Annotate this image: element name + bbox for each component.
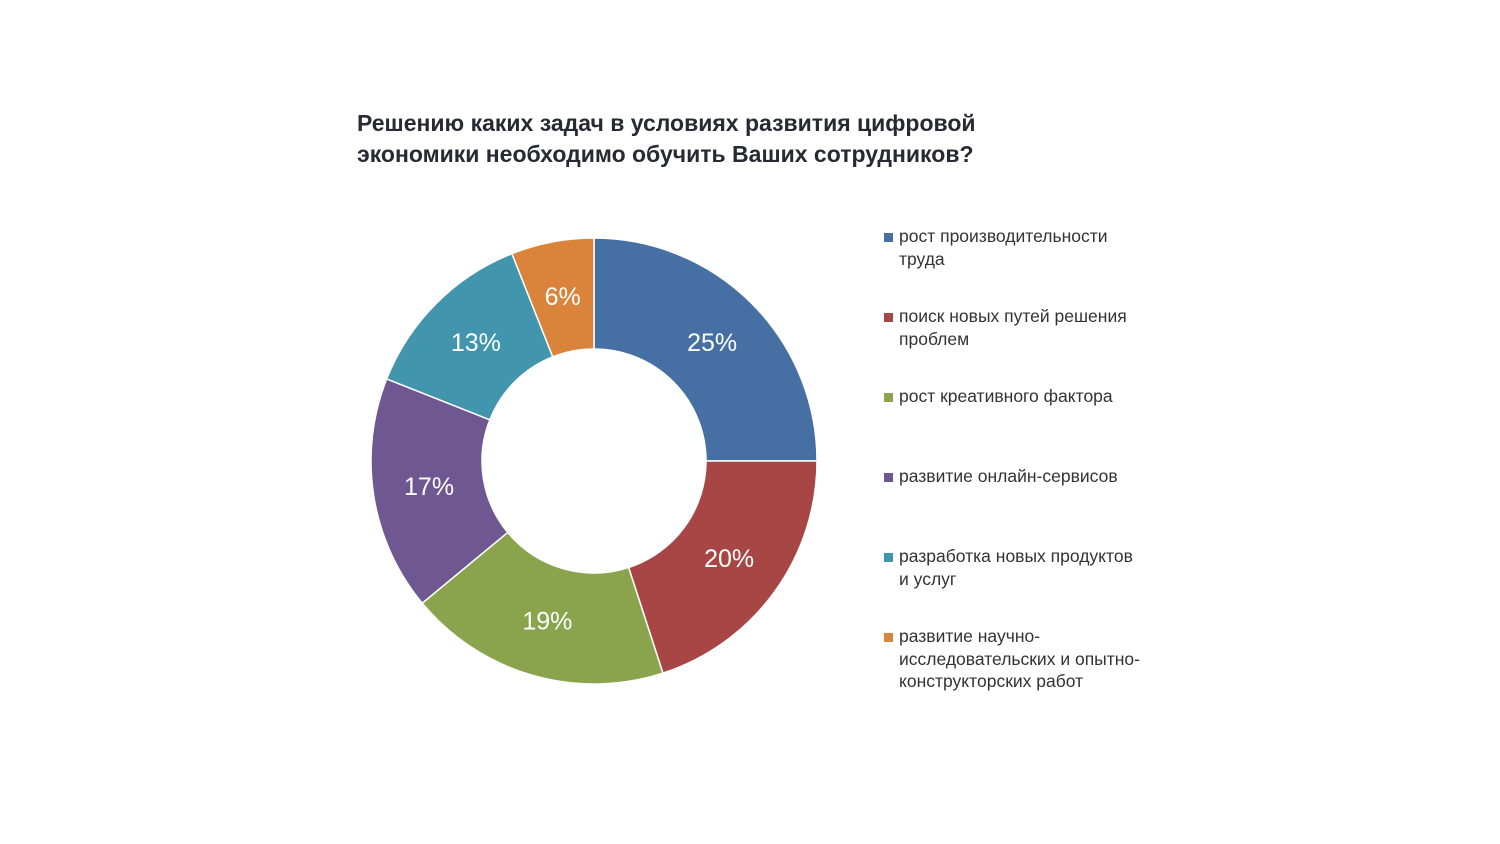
slice-1 [593,237,818,462]
slice-3 [421,531,664,685]
legend-item: разработка новых продуктов и услуг [884,545,1174,590]
legend-swatch [884,633,893,642]
legend-label-line: труда [899,248,945,269]
slice-value-label: 20% [704,545,754,573]
slice-2 [627,460,818,675]
legend-label: поиск новых путей решения проблем [884,305,1174,350]
legend-swatch [884,233,893,242]
legend-label-line: и услуг [899,568,957,589]
legend-swatch [884,553,893,562]
slice-6 [510,237,595,358]
slice-value-label: 19% [522,607,572,635]
slice-value-label: 6% [545,283,581,311]
legend-label-line: поиск новых путей решения [899,306,1127,326]
legend-item: развитие научно-исследовательских и опыт… [884,625,1174,693]
legend-label: рост производительности труда [884,225,1174,270]
legend-label: разработка новых продуктов и услуг [884,545,1174,590]
legend-label-line: развитие научно- [899,626,1041,646]
legend-label-line: развитие онлайн-сервисов [899,466,1118,486]
legend-swatch [884,473,893,482]
chart-title-line: экономики необходимо обучить Ваших сотру… [357,141,974,167]
slice-value-label: 25% [687,329,737,357]
legend-label: развитие научно-исследовательских и опыт… [884,625,1174,693]
legend-item: развитие онлайн-сервисов [884,465,1174,488]
chart-title: Решению каких задач в условиях развития … [357,108,1077,170]
legend-label-line: рост креативного фактора [899,386,1113,406]
legend-label-line: конструкторских работ [899,671,1084,691]
legend-label-line: исследовательских и опытно- [899,648,1140,669]
slice-value-label: 17% [404,473,454,501]
legend-label: развитие онлайн-сервисов [884,465,1174,488]
legend-item: рост производительности труда [884,225,1174,270]
slice-value-label: 13% [451,329,501,357]
chart-title-line: Решению каких задач в условиях развития … [357,110,976,136]
legend-label-line: проблем [899,328,970,349]
legend-label: рост креативного фактора [884,385,1174,408]
legend-label-line: рост производительности [899,226,1108,246]
legend-label-line: разработка новых продуктов [899,546,1133,566]
legend-swatch [884,313,893,322]
legend-item: поиск новых путей решения проблем [884,305,1174,350]
legend-item: рост креативного фактора [884,385,1174,408]
legend-swatch [884,393,893,402]
slice-4 [370,377,509,605]
